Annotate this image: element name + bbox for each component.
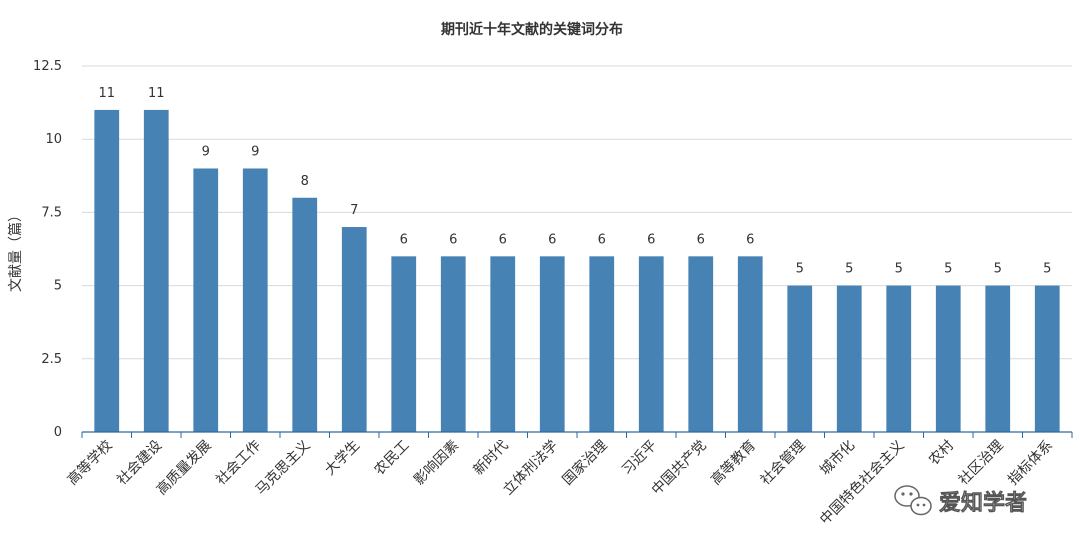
bar bbox=[836, 285, 862, 432]
x-tick-label: 社会管理 bbox=[758, 438, 809, 489]
data-label: 5 bbox=[845, 262, 853, 277]
data-label: 11 bbox=[148, 86, 165, 101]
data-label: 5 bbox=[994, 262, 1002, 277]
y-tick-label: 7.5 bbox=[41, 205, 62, 220]
bar bbox=[589, 256, 615, 432]
x-tick-label: 高等教育 bbox=[707, 437, 759, 489]
x-tick-label: 大学生 bbox=[322, 438, 363, 479]
bars bbox=[94, 109, 1060, 433]
y-tick-label: 10 bbox=[45, 132, 62, 147]
data-label: 7 bbox=[350, 203, 358, 218]
bar bbox=[341, 227, 367, 432]
x-tick-label: 习近平 bbox=[619, 438, 660, 479]
x-tick-label: 影响因素 bbox=[411, 438, 462, 489]
data-label: 6 bbox=[697, 232, 705, 247]
data-labels: 11 11 9 9 8 7 6 6 6 6 6 6 6 6 5 5 5 5 5 5 bbox=[98, 86, 1051, 277]
bar bbox=[143, 109, 169, 433]
y-tick-label: 5 bbox=[54, 279, 62, 294]
bar bbox=[193, 168, 219, 433]
data-label: 6 bbox=[598, 232, 606, 247]
bar bbox=[539, 256, 565, 432]
grid-lines bbox=[82, 65, 1072, 360]
data-label: 9 bbox=[251, 144, 259, 159]
bar bbox=[391, 256, 417, 432]
data-label: 5 bbox=[944, 262, 952, 277]
bar bbox=[638, 256, 664, 432]
watermark-text: 爱知学者 bbox=[939, 490, 1027, 516]
data-label: 11 bbox=[98, 86, 115, 101]
x-tick-label: 社会工作 bbox=[213, 438, 264, 489]
x-tick-label: 社会建设 bbox=[114, 438, 165, 489]
bar bbox=[242, 168, 268, 433]
bar bbox=[688, 256, 714, 432]
x-tick-label: 指标体系 bbox=[1005, 438, 1056, 489]
x-tick-label: 农民工 bbox=[372, 438, 413, 479]
x-tick-label: 高等学校 bbox=[64, 437, 116, 489]
bar bbox=[787, 285, 813, 432]
y-axis-ticks: 0 2.5 5 7.5 10 12.5 bbox=[33, 59, 62, 440]
data-label: 6 bbox=[548, 232, 556, 247]
bar bbox=[94, 109, 120, 433]
y-tick-label: 12.5 bbox=[33, 59, 62, 74]
x-tick-label: 新时代 bbox=[471, 438, 512, 479]
chart-title: 期刊近十年文献的关键词分布 bbox=[441, 21, 623, 38]
bar bbox=[985, 285, 1011, 432]
x-tick-label: 高质量发展 bbox=[153, 437, 215, 499]
data-label: 8 bbox=[301, 174, 309, 189]
y-axis-label: 文献量（篇） bbox=[8, 208, 24, 292]
x-tick-label: 城市化 bbox=[816, 437, 858, 479]
watermark: 爱知学者 bbox=[894, 485, 1027, 516]
data-label: 6 bbox=[449, 232, 457, 247]
bar bbox=[1034, 285, 1060, 432]
x-axis bbox=[81, 431, 1073, 438]
data-label: 5 bbox=[895, 262, 903, 277]
bar bbox=[440, 256, 466, 432]
x-tick-label: 立体刑法学 bbox=[500, 438, 561, 499]
bar bbox=[935, 285, 961, 432]
bar bbox=[490, 256, 516, 432]
x-tick-label: 农村 bbox=[926, 438, 957, 469]
data-label: 9 bbox=[202, 144, 210, 159]
wechat-icon bbox=[894, 485, 932, 516]
bar bbox=[292, 197, 318, 432]
x-tick-label: 社区治理 bbox=[956, 438, 1007, 489]
data-label: 6 bbox=[746, 232, 754, 247]
x-tick-label: 中国特色社会主义 bbox=[816, 437, 907, 528]
data-label: 5 bbox=[796, 262, 804, 277]
x-tick-label: 马克思主义 bbox=[253, 438, 314, 499]
data-label: 6 bbox=[400, 232, 408, 247]
y-tick-label: 0 bbox=[54, 425, 62, 440]
data-label: 6 bbox=[499, 232, 507, 247]
bar bbox=[886, 285, 912, 432]
x-tick-label: 国家治理 bbox=[559, 437, 611, 489]
data-label: 6 bbox=[647, 232, 655, 247]
bar bbox=[737, 256, 763, 432]
data-label: 5 bbox=[1043, 262, 1051, 277]
x-tick-label: 中国共产党 bbox=[649, 438, 710, 499]
y-tick-label: 2.5 bbox=[41, 352, 62, 367]
